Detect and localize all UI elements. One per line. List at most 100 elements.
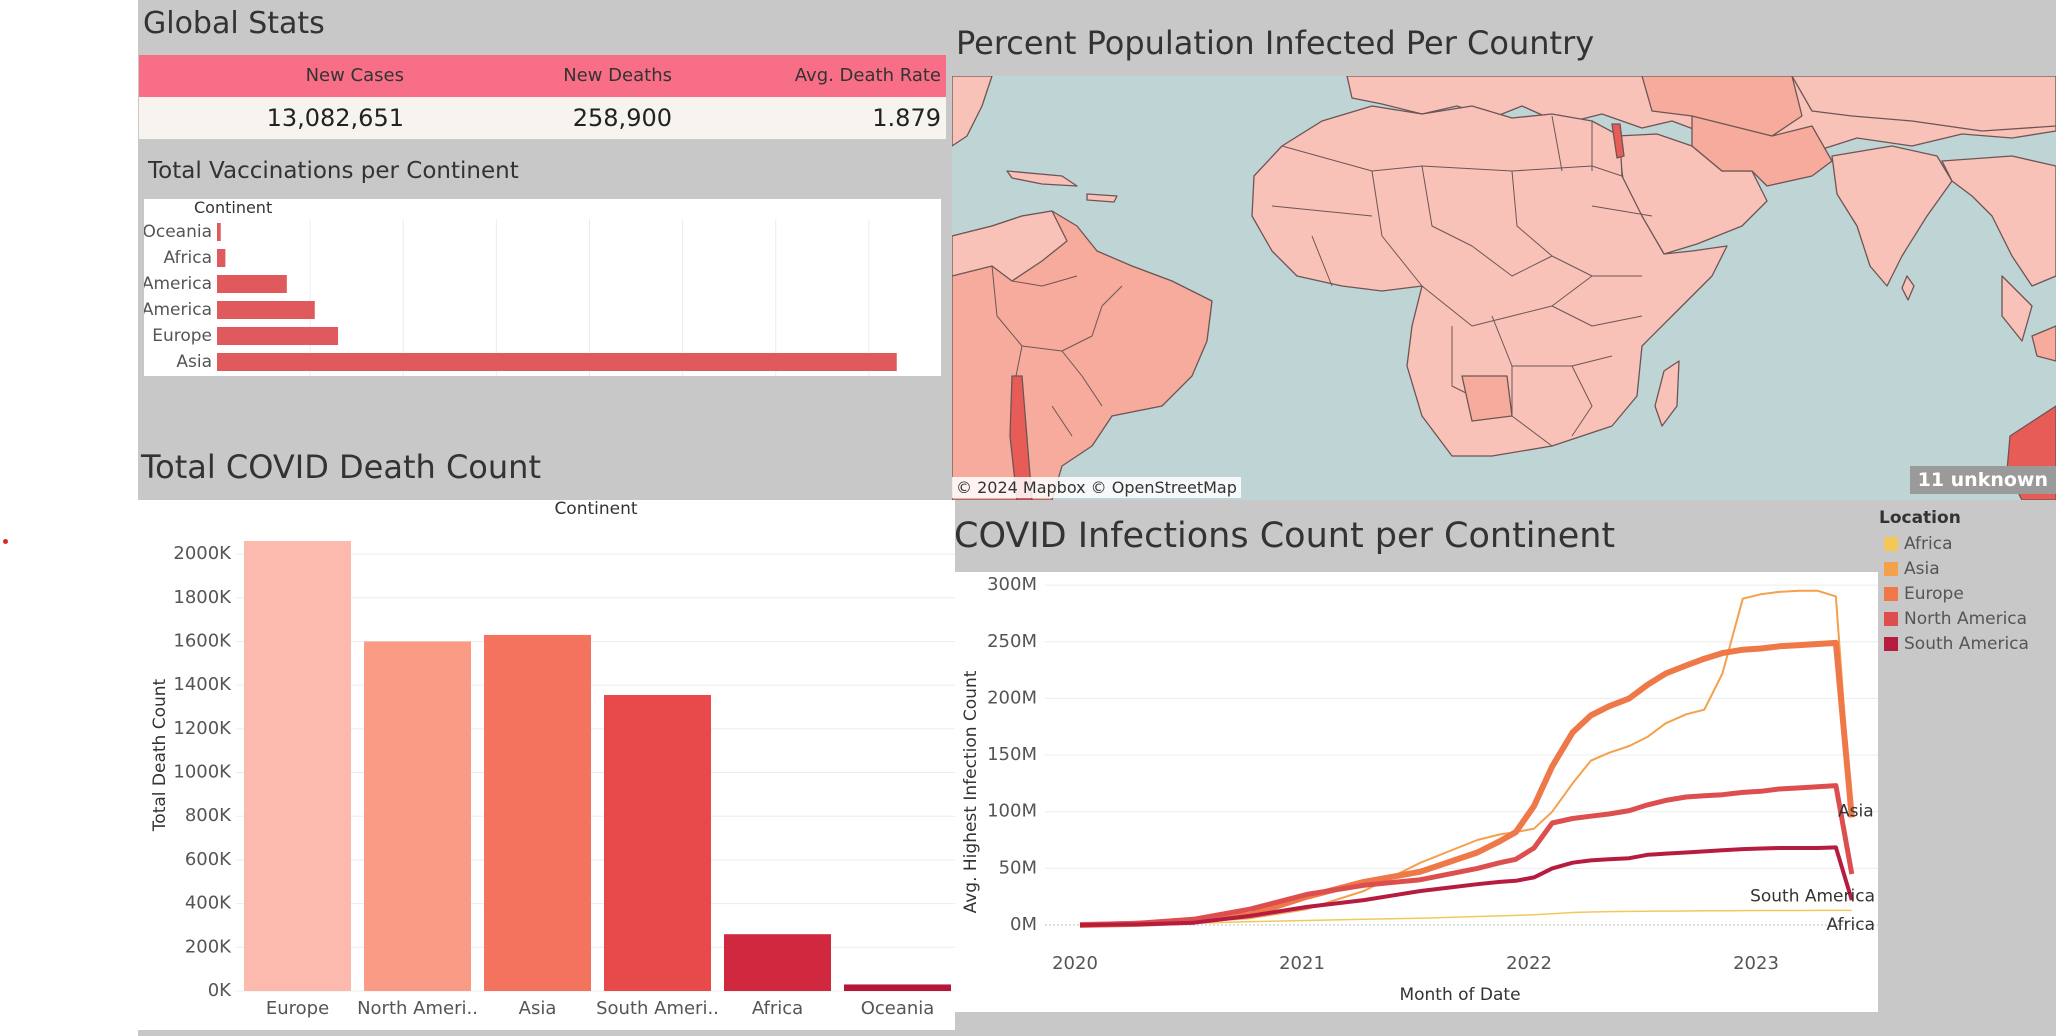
country-shape [1461, 375, 1513, 422]
death-bar [484, 634, 591, 991]
infections-chart-area: 0M 50M 100M 150M 200M 250M 300M 2020 2021 2022 202… [955, 572, 1878, 1012]
infections-series-line [1079, 783, 1855, 928]
death-category-label: Oceania [861, 998, 935, 1019]
infections-end-label: South America [1750, 887, 1875, 907]
death-count-title: Total COVID Death Count [141, 448, 541, 486]
country-shape [1611, 123, 1625, 159]
infections-x-tick-label: 2022 [1506, 953, 1552, 974]
infections-bottom-background [955, 1012, 1878, 1036]
legend-swatch [1884, 612, 1898, 626]
infections-y-tick-label: 250M [987, 631, 1037, 652]
global-stats-header-row: New Cases New Deaths Avg. Death Rate [139, 55, 946, 97]
infections-x-tick-label: 2023 [1733, 953, 1779, 974]
death-y-tick-label: 2000K [173, 543, 232, 564]
death-y-tick-label: 800K [185, 805, 232, 826]
death-bar [364, 641, 471, 991]
infections-x-tick-label: 2020 [1052, 953, 1098, 974]
death-bar [724, 934, 831, 991]
map-title: Percent Population Infected Per Country [956, 24, 1595, 62]
legend-item[interactable]: Africa [1884, 534, 1953, 554]
legend-background [1878, 500, 2056, 1036]
header-new-deaths: New Deaths [563, 65, 672, 86]
infections-end-label: Africa [1827, 915, 1876, 935]
map-attribution[interactable]: © 2024 Mapbox © OpenStreetMap [952, 477, 1241, 498]
death-category-label: Europe [266, 998, 329, 1019]
death-y-tick-label: 1800K [173, 587, 232, 608]
death-category-label: Asia [519, 998, 557, 1019]
infections-series-line [1079, 845, 1854, 927]
legend-swatch [1884, 562, 1898, 576]
infections-x-tick-label: 2021 [1279, 953, 1325, 974]
infections-y-tick-label: 100M [987, 801, 1037, 822]
vaccinations-bar [217, 223, 221, 241]
infections-chart: 0M 50M 100M 150M 200M 250M 300M 2020 2021 2022 202… [961, 574, 1878, 1005]
infections-end-label: Asia [1838, 802, 1874, 822]
global-stats-title: Global Stats [143, 6, 325, 41]
country-shape [1086, 193, 1118, 203]
death-column-header: Continent [554, 500, 637, 519]
death-y-tick-label: 1400K [173, 674, 232, 695]
country-shape [1831, 145, 1953, 287]
death-y-tick-label: 1600K [173, 630, 232, 651]
header-avg-death-rate: Avg. Death Rate [794, 65, 941, 86]
vaccinations-category-label: South America [144, 274, 212, 294]
unknown-locations-badge[interactable]: 11 unknown [1909, 466, 2056, 494]
death-bar [844, 984, 951, 991]
legend-label: Asia [1904, 559, 1940, 579]
death-category-label: South Ameri.. [596, 998, 719, 1019]
death-bottom-background [138, 1030, 955, 1036]
country-shape [1251, 105, 1728, 457]
infections-x-axis-title: Month of Date [1399, 985, 1520, 1005]
infections-series-line [1079, 909, 1852, 926]
vaccinations-category-label: North America [144, 300, 212, 320]
country-shape [1654, 360, 1680, 427]
infections-title-background [955, 500, 2056, 572]
vaccinations-bar [217, 353, 897, 371]
country-shape [1901, 275, 1915, 301]
legend-item[interactable]: South America [1884, 634, 2029, 654]
vaccinations-bar [217, 301, 315, 319]
legend: Location Africa Asia Europe North America So… [1878, 508, 2056, 668]
legend-label: South America [1904, 634, 2029, 654]
value-avg-death-rate: 1.879 [872, 104, 941, 132]
infections-y-tick-label: 300M [987, 574, 1037, 595]
infections-y-tick-label: 0M [1010, 914, 1037, 935]
death-y-tick-label: 1000K [173, 762, 232, 783]
value-new-cases: 13,082,651 [266, 104, 404, 132]
vaccinations-chart-area: Continent Oceania Africa South America Nort… [87, 198, 941, 376]
country-shape [2031, 325, 2056, 362]
legend-swatch [1884, 587, 1898, 601]
vaccinations-category-label: Oceania [144, 222, 212, 242]
marker-dot [3, 539, 8, 544]
vaccinations-title: Total Vaccinations per Continent [148, 158, 519, 184]
vaccinations-bar [217, 275, 287, 293]
death-count-chart-area: Continent 0K 200K 400K 600K 800K 1000K 1200K 14… [138, 499, 955, 1030]
vaccinations-bar [217, 249, 226, 267]
legend-item[interactable]: Asia [1884, 559, 1940, 579]
value-new-deaths: 258,900 [572, 104, 672, 132]
country-shape [1941, 155, 2056, 287]
country-shape [952, 76, 993, 147]
vaccinations-bar [217, 327, 339, 345]
legend-swatch [1884, 537, 1898, 551]
legend-item[interactable]: North America [1884, 609, 2027, 629]
infections-series-line [1079, 639, 1855, 928]
country-shape [1791, 76, 2056, 132]
global-stats-value-row: 13,082,651 258,900 1.879 [139, 97, 946, 139]
death-y-axis-title: Total Death Count [150, 678, 170, 832]
death-y-tick-label: 1200K [173, 718, 232, 739]
legend-label: North America [1904, 609, 2028, 629]
infections-y-tick-label: 150M [987, 744, 1037, 765]
death-bar [604, 695, 711, 991]
legend-swatch [1884, 637, 1898, 651]
death-y-tick-label: 0K [208, 980, 232, 1001]
legend-item[interactable]: Europe [1884, 584, 1964, 604]
country-shape [1009, 375, 1033, 500]
death-y-tick-label: 400K [185, 893, 232, 914]
death-count-chart: Continent 0K 200K 400K 600K 800K 1000K 1200K 14… [150, 499, 955, 1019]
map-area[interactable]: © 2024 Mapbox © OpenStreetMap 11 unknown [952, 76, 2056, 500]
vaccinations-category-label: Africa [164, 248, 213, 268]
infections-title: COVID Infections Count per Continent [954, 516, 1616, 556]
country-shape [1691, 115, 1833, 187]
world-map[interactable] [952, 76, 2056, 500]
